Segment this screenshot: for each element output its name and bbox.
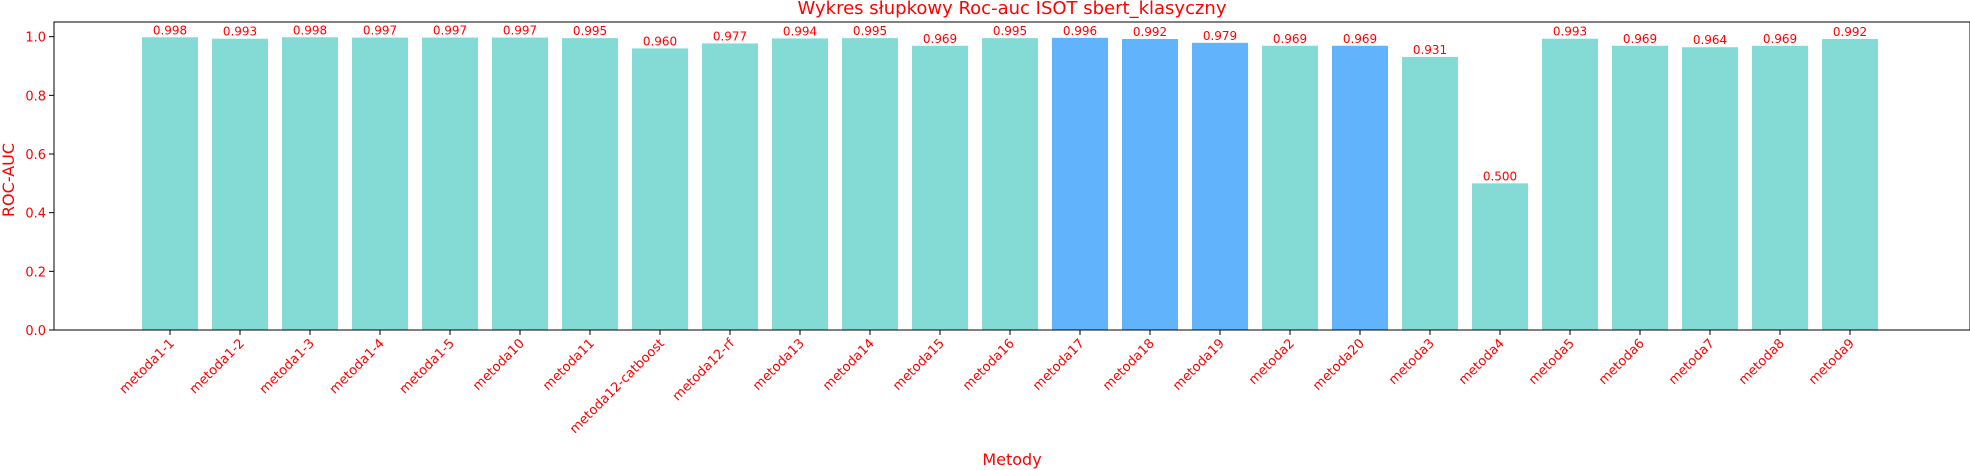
bar-metoda15 [912, 45, 968, 330]
value-label-metoda4: 0.500 [1483, 169, 1517, 183]
value-label-metoda16: 0.995 [993, 24, 1027, 38]
x-tick-label-metoda2: metoda2 [1246, 336, 1298, 388]
bar-metoda20 [1332, 45, 1388, 330]
value-label-metoda11: 0.995 [573, 24, 607, 38]
x-tick-label-metoda10: metoda10 [470, 336, 528, 394]
bar-metoda5 [1542, 38, 1598, 330]
bar-metoda1-2 [212, 38, 268, 330]
x-tick-label-metoda11: metoda11 [540, 336, 598, 394]
chart-title: Wykres słupkowy Roc-auc ISOT sbert_klasy… [798, 0, 1227, 19]
bar-metoda11 [562, 38, 618, 331]
bar-metoda7 [1682, 47, 1738, 331]
bars-group [142, 37, 1878, 331]
x-tick-label-metoda3: metoda3 [1386, 336, 1438, 388]
bar-metoda6 [1612, 45, 1668, 330]
bar-metoda13 [772, 38, 828, 330]
value-label-metoda1-5: 0.997 [433, 24, 467, 38]
x-tick-label-metoda7: metoda7 [1666, 336, 1718, 388]
bar-metoda9 [1822, 39, 1878, 330]
bar-metoda19 [1192, 42, 1248, 331]
x-tick-label-metoda19: metoda19 [1170, 336, 1228, 394]
y-tick-label: 0.0 [25, 324, 46, 339]
value-label-metoda10: 0.997 [503, 24, 537, 38]
x-tick-label-metoda1-3: metoda1-3 [257, 336, 318, 397]
x-tick-label-metoda6: metoda6 [1596, 336, 1648, 388]
bar-metoda17 [1052, 37, 1108, 331]
x-tick-label-metoda15: metoda15 [890, 336, 948, 394]
x-tick-label-metoda14: metoda14 [820, 336, 878, 394]
y-tick-label: 0.6 [25, 148, 46, 163]
value-label-metoda15: 0.969 [923, 32, 957, 46]
value-label-metoda13: 0.994 [783, 24, 817, 38]
x-tick-label-metoda1-4: metoda1-4 [327, 336, 388, 397]
x-tick-label-metoda12-rf: metoda12-rf [670, 336, 738, 404]
value-label-metoda1-3: 0.998 [293, 23, 327, 37]
bar-metoda18 [1122, 39, 1178, 330]
plot-frame [53, 21, 1970, 331]
bar-metoda1-5 [422, 37, 478, 331]
bar-metoda8 [1752, 45, 1808, 330]
value-label-metoda9: 0.992 [1833, 25, 1867, 39]
bar-metoda16 [982, 38, 1038, 331]
bar-metoda2 [1262, 45, 1318, 330]
bar-metoda14 [842, 38, 898, 331]
value-label-metoda1-2: 0.993 [223, 25, 257, 39]
y-ticks-group: 0.0 0.2 0.4 0.6 0.8 1.0 [25, 31, 54, 339]
value-label-metoda12-catboost: 0.960 [643, 34, 677, 48]
value-label-metoda12-rf: 0.977 [713, 29, 747, 43]
bar-metoda4 [1472, 183, 1528, 330]
y-tick-label: 1.0 [25, 31, 46, 46]
value-label-metoda7: 0.964 [1693, 33, 1727, 47]
axes-group [53, 21, 1970, 331]
x-tick-label-metoda4: metoda4 [1456, 336, 1508, 388]
value-label-metoda20: 0.969 [1343, 32, 1377, 46]
x-tick-label-metoda13: metoda13 [750, 336, 808, 394]
value-labels-group: 0.998 0.993 0.998 0.997 0.997 0.997 0.995 0.960… [153, 23, 1867, 183]
value-label-metoda18: 0.992 [1133, 25, 1167, 39]
y-tick-label: 0.8 [25, 89, 46, 104]
value-label-metoda17: 0.996 [1063, 24, 1097, 38]
value-label-metoda5: 0.993 [1553, 25, 1587, 39]
x-tick-label-metoda8: metoda8 [1736, 336, 1788, 388]
bar-metoda1-1 [142, 37, 198, 331]
x-tick-label-metoda9: metoda9 [1806, 336, 1858, 388]
x-axis-label: Metody [982, 450, 1041, 469]
x-tick-label-metoda1-1: metoda1-1 [117, 336, 178, 397]
x-tick-label-metoda20: metoda20 [1310, 336, 1368, 394]
bar-metoda12-catboost [632, 48, 688, 331]
bar-metoda12-rf [702, 43, 758, 331]
value-label-metoda3: 0.931 [1413, 43, 1447, 57]
bar-metoda1-4 [352, 37, 408, 331]
value-label-metoda8: 0.969 [1763, 32, 1797, 46]
y-axis-label: ROC-AUC [0, 143, 18, 217]
x-tick-label-metoda1-5: metoda1-5 [397, 336, 458, 397]
x-ticks-group: metoda1-1 metoda1-2 metoda1-3 metoda1-4 meto… [117, 330, 1858, 437]
value-label-metoda1-4: 0.997 [363, 24, 397, 38]
x-tick-label-metoda1-2: metoda1-2 [187, 336, 248, 397]
bar-metoda10 [492, 37, 548, 331]
bar-metoda1-3 [282, 37, 338, 331]
x-tick-label-metoda17: metoda17 [1030, 336, 1088, 394]
value-label-metoda6: 0.969 [1623, 32, 1657, 46]
x-tick-label-metoda16: metoda16 [960, 336, 1018, 394]
value-label-metoda19: 0.979 [1203, 29, 1237, 43]
value-label-metoda14: 0.995 [853, 24, 887, 38]
value-label-metoda2: 0.969 [1273, 32, 1307, 46]
x-tick-label-metoda18: metoda18 [1100, 336, 1158, 394]
value-label-metoda1-1: 0.998 [153, 23, 187, 37]
y-tick-label: 0.2 [25, 265, 46, 280]
bar-metoda3 [1402, 56, 1458, 330]
y-tick-label: 0.4 [25, 207, 46, 222]
x-tick-label-metoda5: metoda5 [1526, 336, 1578, 388]
